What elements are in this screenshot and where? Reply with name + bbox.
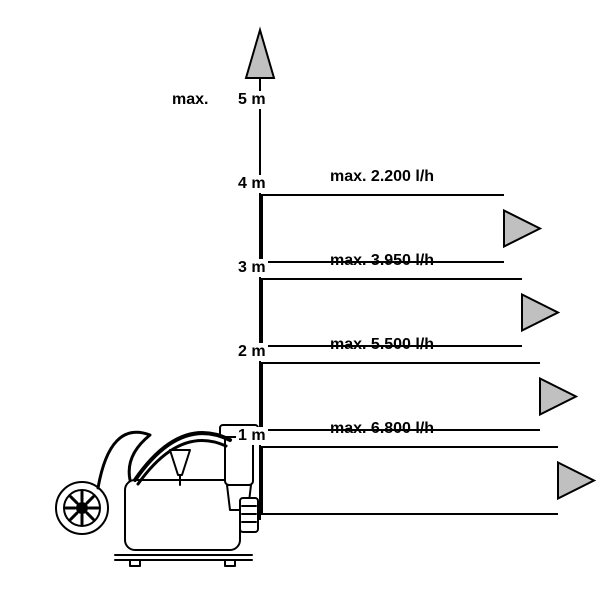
max-label: max. [172,91,208,109]
flow-label-1m: max. 6.800 l/h [330,420,434,438]
height-mark-2m: 2 m [236,343,268,361]
flow-label-3m: max. 3.950 l/h [330,252,434,270]
height-mark-4m: 4 m [236,175,268,193]
height-mark-5m: 5 m [236,91,268,109]
diagram-svg [0,0,600,600]
height-mark-1m: 1 m [236,427,268,445]
pump-performance-diagram: max. 5 m 4 m 3 m 2 m 1 m max. 2.200 l/h … [0,0,600,600]
height-mark-3m: 3 m [236,259,268,277]
flow-label-2m: max. 5.500 l/h [330,336,434,354]
flow-label-4m: max. 2.200 l/h [330,168,434,186]
pump-icon [56,425,258,566]
